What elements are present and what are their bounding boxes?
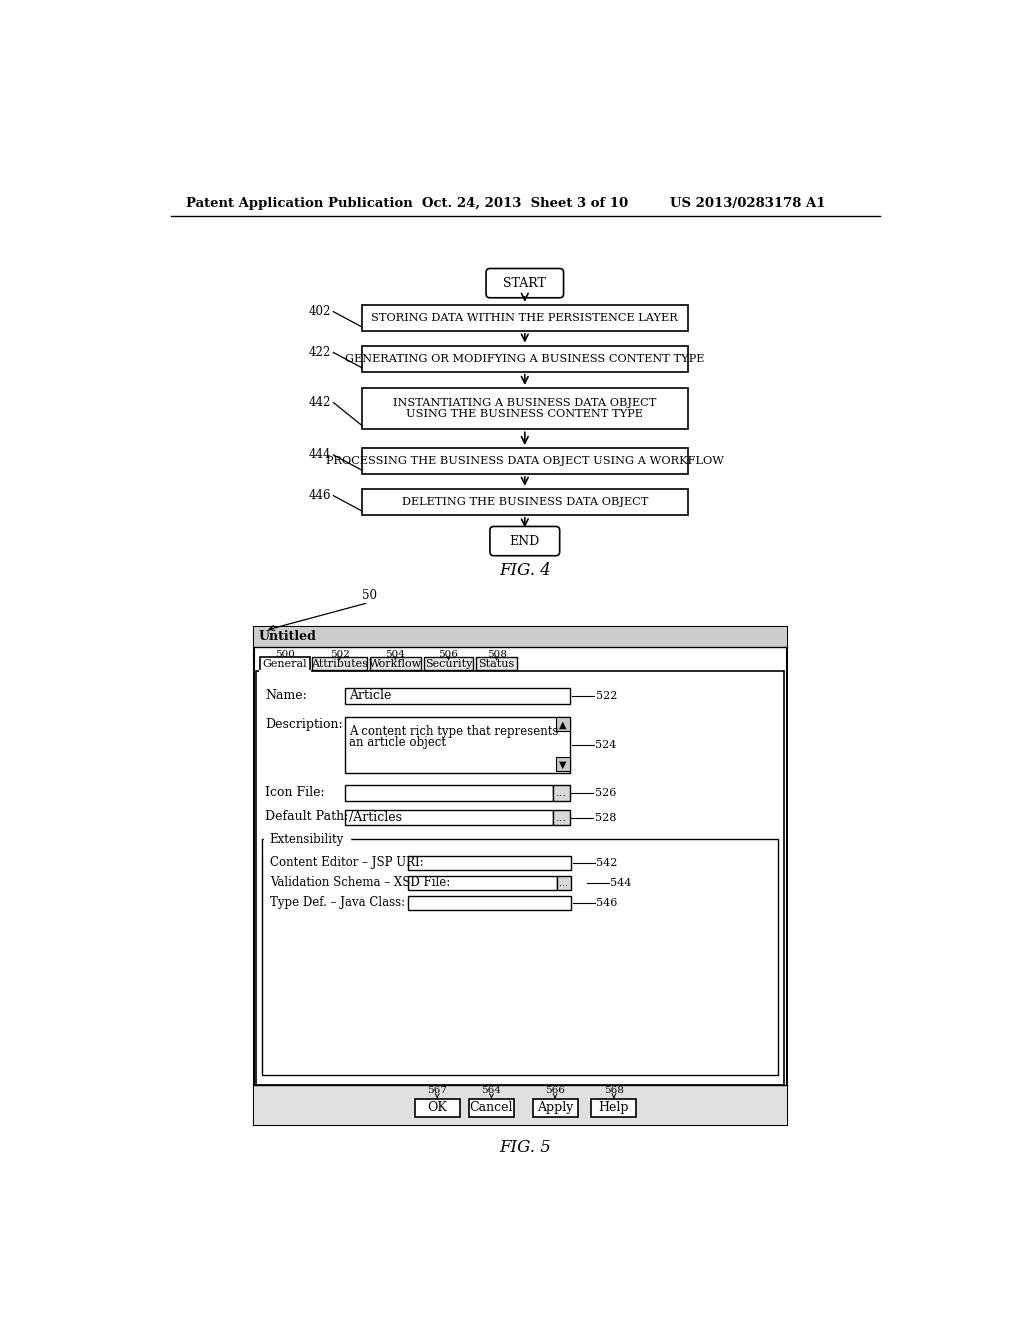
Bar (254, 1085, 786, 1125)
Text: 528: 528 (595, 813, 615, 822)
Text: OK: OK (427, 1101, 447, 1114)
Bar (312, 657, 367, 669)
Bar (408, 857, 570, 870)
Text: STORING DATA WITHIN THE PERSISTENCE LAYER: STORING DATA WITHIN THE PERSISTENCE LAYE… (372, 313, 678, 323)
Text: 526: 526 (595, 788, 615, 797)
Text: 506: 506 (438, 649, 459, 659)
Text: PROCESSING THE BUSINESS DATA OBJECT USING A WORKFLOW: PROCESSING THE BUSINESS DATA OBJECT USIN… (326, 455, 724, 466)
Bar (532, 1098, 578, 1117)
Bar (260, 657, 310, 671)
Text: Default Path:: Default Path: (265, 810, 348, 824)
Text: Cancel: Cancel (470, 1101, 513, 1114)
Bar (415, 1098, 460, 1117)
Text: 524: 524 (595, 741, 616, 750)
Bar (345, 785, 553, 800)
Text: START: START (504, 277, 546, 289)
Bar (592, 1098, 636, 1117)
Text: Help: Help (599, 1101, 629, 1114)
Text: Untitled: Untitled (259, 630, 316, 643)
Text: 500: 500 (275, 649, 295, 659)
Text: 422: 422 (309, 346, 331, 359)
Text: Oct. 24, 2013  Sheet 3 of 10: Oct. 24, 2013 Sheet 3 of 10 (423, 197, 629, 210)
Text: INSTANTIATING A BUSINESS DATA OBJECT
USING THE BUSINESS CONTENT TYPE: INSTANTIATING A BUSINESS DATA OBJECT USI… (393, 397, 656, 420)
Text: 508: 508 (486, 649, 507, 659)
Text: 50: 50 (362, 589, 377, 602)
Bar (408, 896, 570, 909)
Bar (362, 488, 687, 515)
Bar (345, 688, 569, 704)
Text: Patent Application Publication: Patent Application Publication (186, 197, 413, 210)
Bar (345, 810, 553, 825)
Bar (424, 657, 473, 669)
Text: 502: 502 (330, 649, 349, 659)
Text: General: General (262, 659, 307, 669)
Bar (254, 627, 786, 1125)
Bar (254, 627, 786, 647)
Bar (256, 671, 784, 1085)
Text: Status: Status (478, 659, 515, 669)
Text: Extensibility: Extensibility (270, 833, 344, 846)
Text: US 2013/0283178 A1: US 2013/0283178 A1 (671, 197, 826, 210)
Text: Attributes: Attributes (311, 659, 368, 669)
Text: ...: ... (556, 813, 566, 822)
Bar (556, 758, 569, 771)
Text: A content rich type that represents: A content rich type that represents (349, 725, 558, 738)
Text: Type Def. – Java Class:: Type Def. – Java Class: (270, 896, 404, 908)
Text: FIG. 5: FIG. 5 (499, 1139, 551, 1156)
Text: ...: ... (559, 878, 568, 888)
Text: Content Editor – JSP URI:: Content Editor – JSP URI: (270, 855, 424, 869)
Bar (408, 876, 557, 890)
Bar (469, 1098, 514, 1117)
Bar (553, 810, 569, 825)
Text: 568: 568 (604, 1086, 624, 1096)
Text: 446: 446 (308, 490, 331, 502)
Text: Icon File:: Icon File: (265, 785, 325, 799)
FancyBboxPatch shape (486, 268, 563, 298)
Text: Apply: Apply (537, 1101, 573, 1114)
Text: Article: Article (349, 689, 391, 702)
Text: 442: 442 (308, 396, 331, 409)
Text: END: END (510, 535, 540, 548)
Bar (362, 388, 687, 429)
Text: an article object: an article object (349, 735, 445, 748)
Text: Validation Schema – XSD File:: Validation Schema – XSD File: (270, 875, 451, 888)
Bar (557, 876, 570, 890)
Bar (362, 305, 687, 331)
Bar (362, 447, 687, 474)
Text: /Articles: /Articles (349, 810, 401, 824)
Text: 544: 544 (610, 878, 632, 888)
Bar (370, 657, 421, 669)
Text: ...: ... (556, 788, 566, 797)
Text: GENERATING OR MODIFYING A BUSINESS CONTENT TYPE: GENERATING OR MODIFYING A BUSINESS CONTE… (345, 354, 705, 363)
Text: 444: 444 (308, 449, 331, 462)
Text: 522: 522 (596, 690, 617, 701)
Text: 564: 564 (481, 1086, 502, 1096)
Bar (345, 718, 569, 774)
Text: ▲: ▲ (559, 719, 566, 730)
Text: 402: 402 (308, 305, 331, 318)
Text: 542: 542 (596, 858, 617, 869)
Bar (476, 657, 517, 669)
Bar (553, 785, 569, 800)
Bar (262, 840, 778, 1076)
Text: 546: 546 (596, 898, 617, 908)
Text: 504: 504 (385, 649, 406, 659)
Text: Workflow: Workflow (369, 659, 422, 669)
Bar (362, 346, 687, 372)
FancyBboxPatch shape (489, 527, 560, 556)
Bar (556, 718, 569, 731)
Text: Description:: Description: (265, 718, 343, 731)
Text: 567: 567 (427, 1086, 447, 1096)
Text: DELETING THE BUSINESS DATA OBJECT: DELETING THE BUSINESS DATA OBJECT (401, 496, 648, 507)
Text: FIG. 4: FIG. 4 (499, 562, 551, 579)
Text: Security: Security (425, 659, 472, 669)
Text: Name:: Name: (265, 689, 307, 702)
Text: 566: 566 (545, 1086, 565, 1096)
Text: ▼: ▼ (559, 759, 566, 770)
